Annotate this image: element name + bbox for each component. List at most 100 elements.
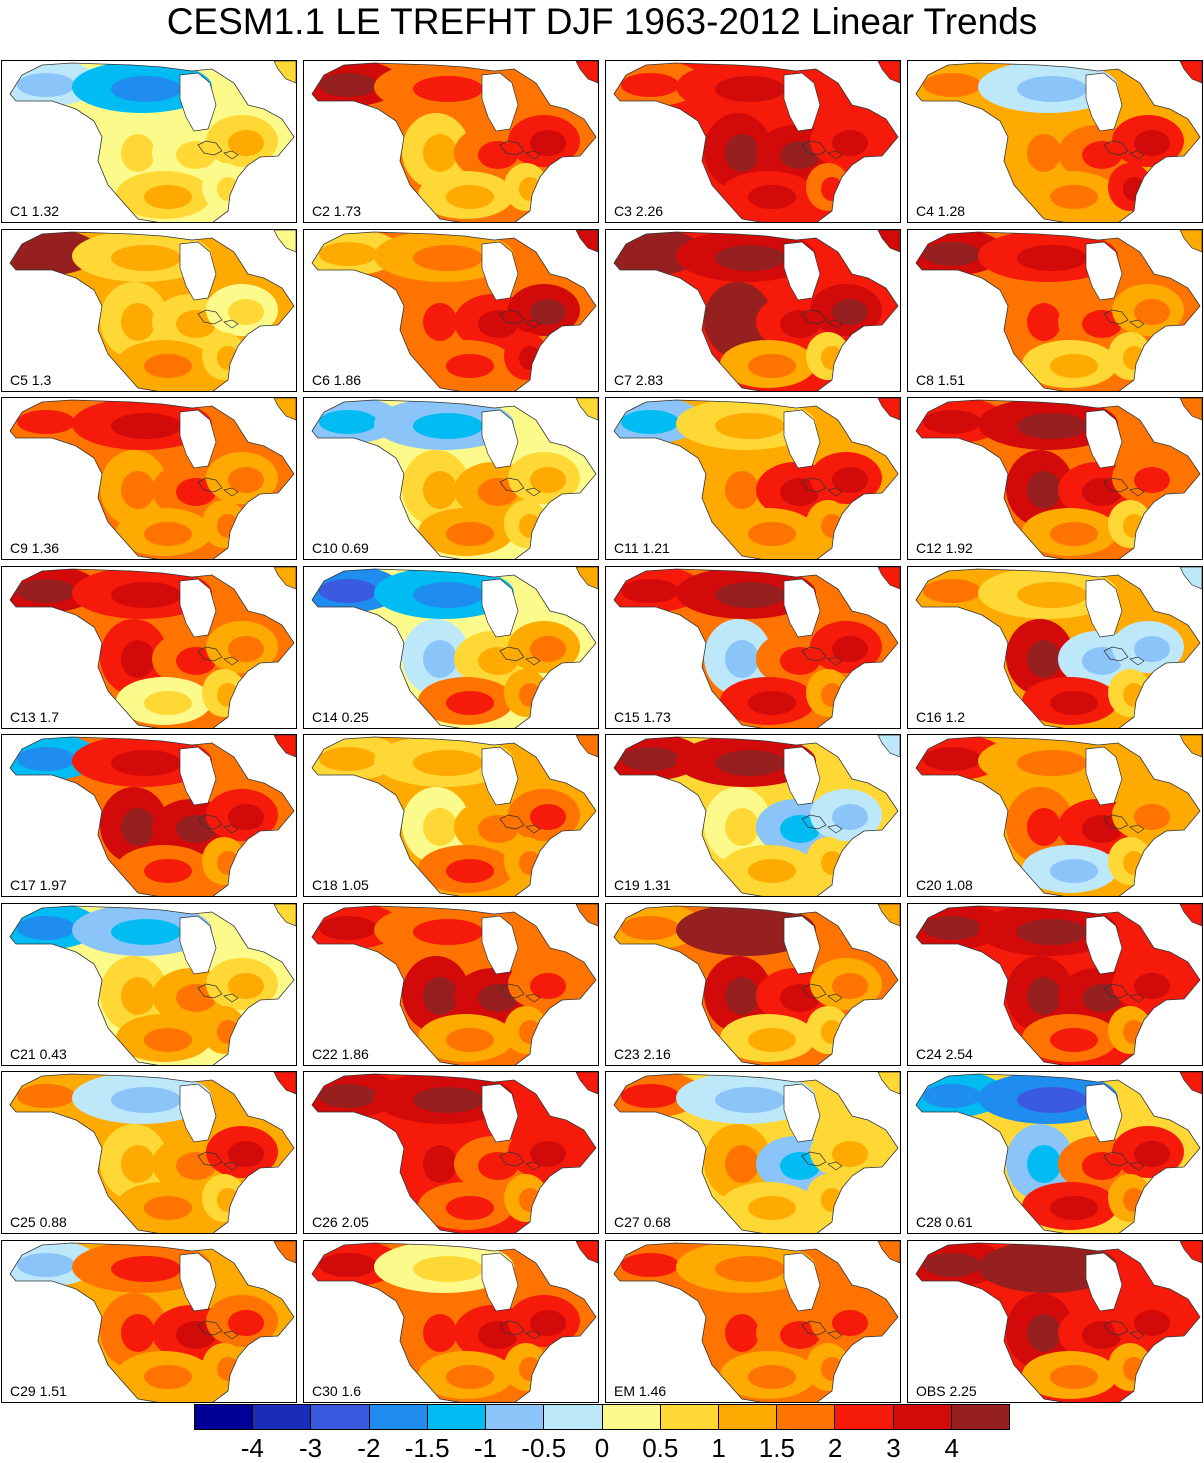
colorbar-tick-label: -3 — [299, 1433, 323, 1463]
trend-core — [715, 1087, 785, 1113]
trend-core — [1050, 1365, 1098, 1389]
trend-core — [1027, 640, 1061, 678]
map-panel: C22 1.86 — [303, 903, 599, 1066]
trend-core — [217, 851, 239, 875]
trend-core — [144, 354, 192, 378]
trend-core — [1123, 346, 1145, 370]
trend-core — [1017, 919, 1087, 945]
great-lakes-outline — [499, 983, 541, 1003]
colorbar-swatch — [427, 1405, 487, 1429]
panel-label: OBS 2.25 — [916, 1383, 977, 1399]
greenland — [273, 735, 296, 758]
trend-map — [613, 904, 900, 1065]
trend-core — [121, 808, 155, 846]
trend-map — [613, 398, 900, 559]
trend-core — [319, 916, 377, 940]
hudson-bay — [1085, 746, 1123, 806]
map-panel: C18 1.05 — [303, 734, 599, 897]
hudson-bay — [481, 72, 519, 132]
trend-core — [423, 303, 457, 341]
map-panel: C29 1.51 — [1, 1240, 297, 1403]
trend-core — [748, 354, 796, 378]
hudson-bay — [179, 746, 217, 806]
trend-core — [413, 76, 483, 102]
greenland — [877, 735, 900, 758]
trend-core — [832, 1310, 868, 1336]
panel-label: C12 1.92 — [916, 540, 973, 556]
trend-core — [319, 747, 377, 771]
trend-core — [111, 582, 181, 608]
greenland — [1179, 398, 1202, 421]
colorbar-tick-label: 2 — [827, 1433, 843, 1463]
map-panel: C10 0.69 — [303, 397, 599, 560]
trend-map — [915, 1241, 1202, 1402]
trend-core — [1050, 1196, 1098, 1220]
trend-core — [748, 691, 796, 715]
trend-core — [621, 73, 679, 97]
trend-core — [1123, 514, 1145, 538]
coastline — [9, 1242, 295, 1402]
trend-core — [413, 919, 483, 945]
hudson-bay — [179, 1252, 217, 1312]
panel-label: C29 1.51 — [10, 1383, 67, 1399]
trend-core — [176, 310, 216, 338]
colorbar-tick-label: 1.5 — [758, 1433, 795, 1463]
greenland — [1179, 1072, 1202, 1095]
trend-core — [1123, 1357, 1145, 1381]
map-panel: C21 0.43 — [1, 903, 297, 1066]
trend-core — [1050, 691, 1098, 715]
great-lakes-outline — [499, 477, 541, 497]
trend-core — [821, 1357, 843, 1381]
trend-map — [311, 1072, 598, 1233]
hudson-bay — [481, 915, 519, 975]
coastline — [613, 1242, 899, 1402]
trend-core — [111, 413, 181, 439]
trend-core — [725, 303, 759, 341]
trend-core — [176, 815, 216, 843]
trend-core — [17, 579, 75, 603]
trend-core — [923, 747, 981, 771]
hudson-bay — [783, 1252, 821, 1312]
coastline — [311, 1242, 597, 1402]
trend-core — [17, 747, 75, 771]
panel-label: C19 1.31 — [614, 877, 671, 893]
trend-core — [748, 522, 796, 546]
map-panel: C8 1.51 — [907, 229, 1203, 392]
panel-label: C9 1.36 — [10, 540, 60, 556]
trend-core — [748, 859, 796, 883]
panel-label: C10 0.69 — [312, 540, 369, 556]
trend-core — [17, 73, 75, 97]
map-panel: C2 1.73 — [303, 60, 599, 223]
trend-core — [176, 647, 216, 675]
trend-map — [915, 567, 1202, 728]
trend-core — [530, 973, 566, 999]
great-lakes-outline — [499, 646, 541, 666]
hudson-bay — [1085, 578, 1123, 638]
coastline — [311, 905, 597, 1065]
trend-map — [9, 904, 296, 1065]
greenland — [273, 1241, 296, 1264]
trend-core — [519, 346, 541, 370]
trend-core — [748, 1028, 796, 1052]
trend-core — [144, 1028, 192, 1052]
trend-core — [319, 410, 377, 434]
greenland — [1179, 230, 1202, 253]
panel-label: C3 2.26 — [614, 203, 664, 219]
map-panel: C16 1.2 — [907, 566, 1203, 729]
great-lakes-outline — [801, 140, 843, 160]
trend-core — [319, 73, 377, 97]
hudson-bay — [481, 578, 519, 638]
panel-label: C15 1.73 — [614, 709, 671, 725]
trend-core — [780, 1152, 820, 1180]
great-lakes-outline — [1103, 1151, 1145, 1171]
trend-core — [144, 185, 192, 209]
trend-core — [725, 977, 759, 1015]
trend-core — [319, 1253, 377, 1277]
great-lakes-outline — [197, 477, 239, 497]
map-panel: C11 1.21 — [605, 397, 901, 560]
trend-core — [821, 177, 843, 201]
coastline — [9, 736, 295, 896]
colorbar-tick-label: -1.5 — [404, 1433, 450, 1463]
trend-core — [715, 1256, 785, 1282]
trend-core — [144, 1365, 192, 1389]
